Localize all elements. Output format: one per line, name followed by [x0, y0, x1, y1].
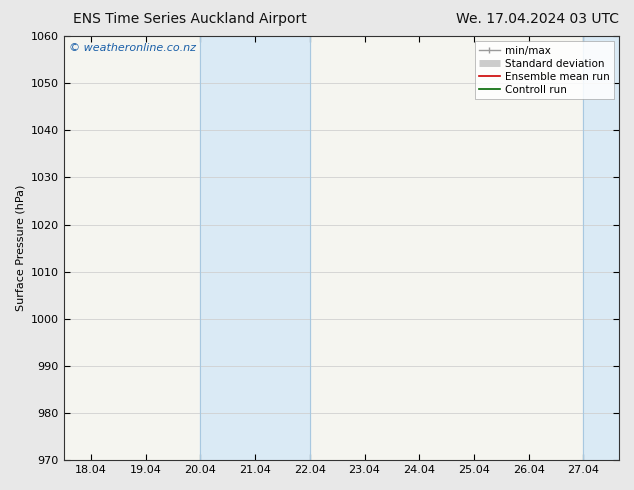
Bar	[583, 36, 634, 460]
Text: © weatheronline.co.nz: © weatheronline.co.nz	[69, 43, 196, 52]
Bar	[200, 36, 310, 460]
Text: We. 17.04.2024 03 UTC: We. 17.04.2024 03 UTC	[456, 12, 619, 26]
Legend: min/max, Standard deviation, Ensemble mean run, Controll run: min/max, Standard deviation, Ensemble me…	[475, 41, 614, 99]
Text: ENS Time Series Auckland Airport: ENS Time Series Auckland Airport	[74, 12, 307, 26]
Y-axis label: Surface Pressure (hPa): Surface Pressure (hPa)	[15, 185, 25, 311]
